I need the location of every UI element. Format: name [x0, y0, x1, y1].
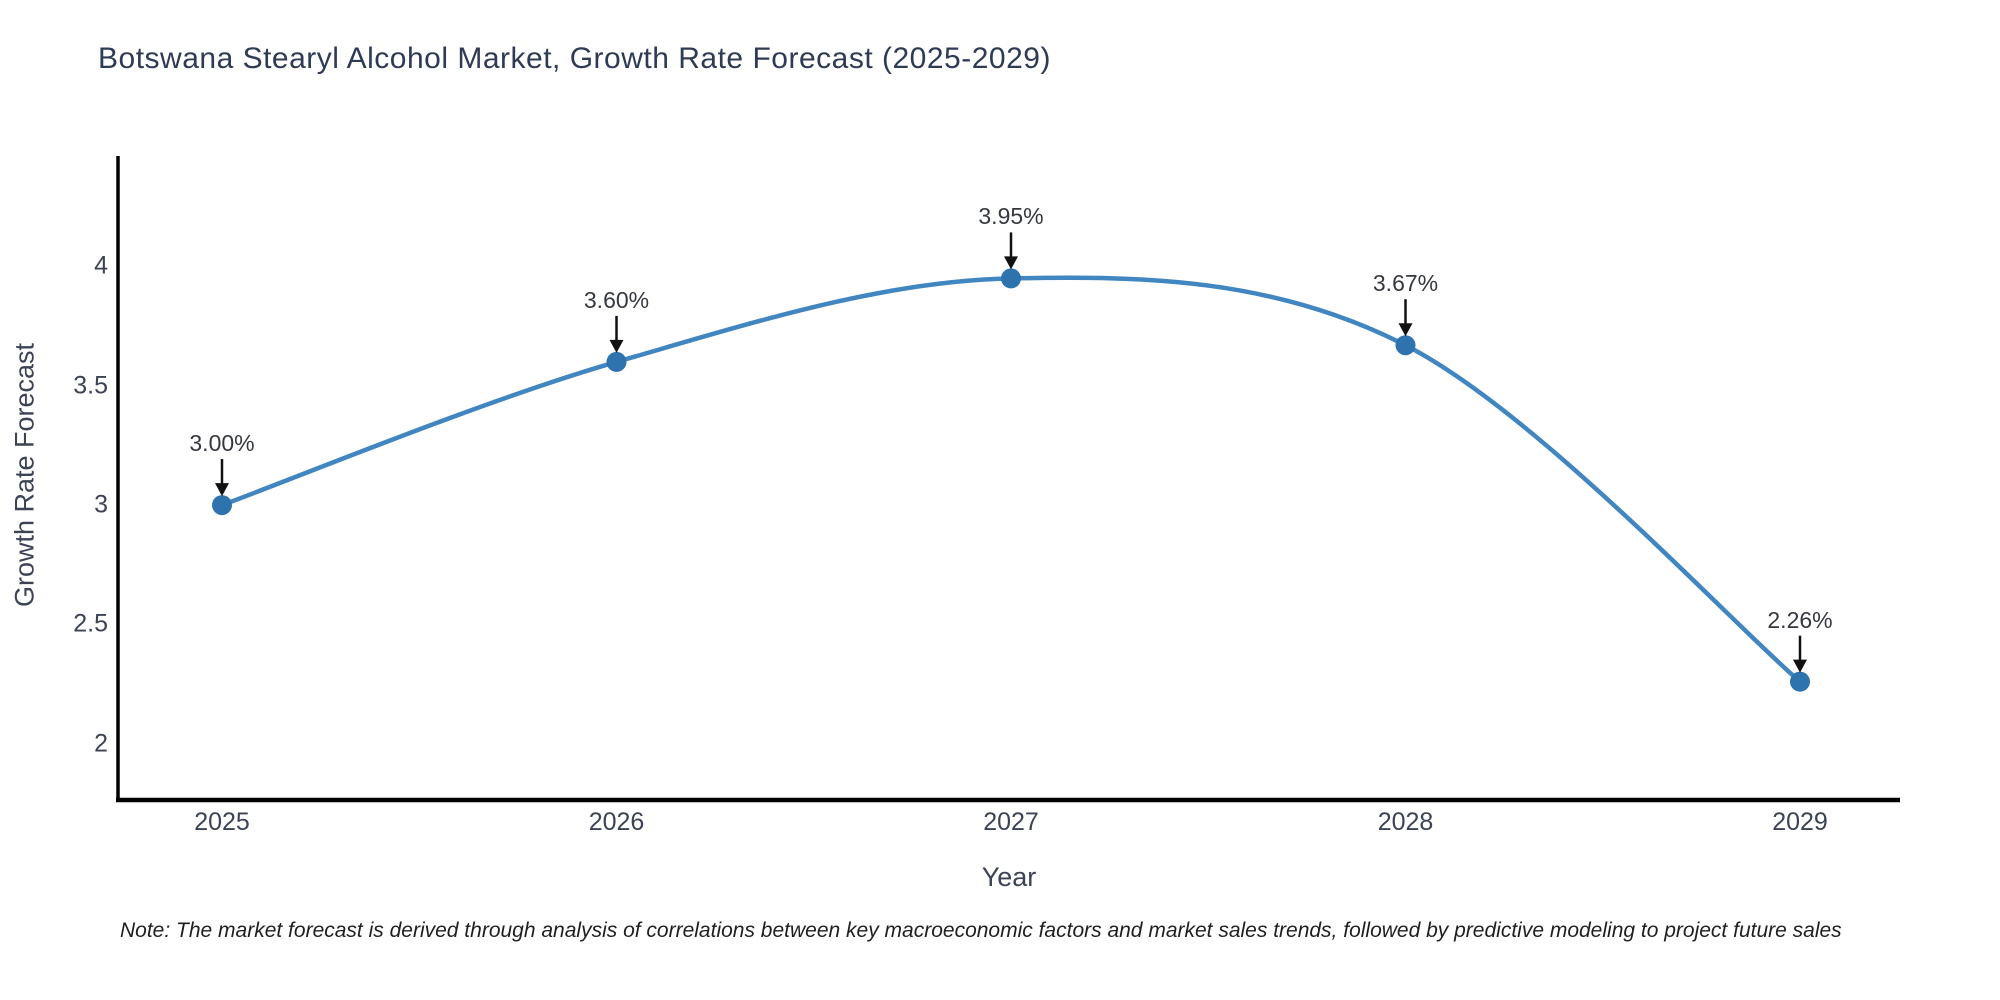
y-tick-label: 3 — [94, 490, 108, 519]
y-tick-label: 2 — [94, 729, 108, 758]
data-point-label: 3.95% — [978, 203, 1044, 230]
data-point-label: 3.60% — [583, 286, 650, 313]
chart-title: Botswana Stearyl Alcohol Market, Growth … — [98, 42, 1051, 75]
x-tick-label: 2027 — [983, 808, 1039, 836]
data-point-label: 3.67% — [1372, 270, 1439, 297]
x-tick-label: 2028 — [1377, 808, 1434, 836]
data-point-marker — [1001, 268, 1021, 289]
annotation-arrow-head — [1004, 256, 1018, 270]
data-point-marker — [1790, 671, 1810, 692]
annotation-arrow-head — [215, 483, 229, 497]
data-point-marker — [212, 495, 232, 516]
y-axis-title: Growth Rate Forecast — [9, 342, 40, 608]
data-point-label: 2.26% — [1767, 606, 1833, 633]
forecast-line — [219, 275, 1803, 684]
x-tick-label: 2026 — [588, 808, 645, 836]
data-point-marker — [606, 351, 627, 372]
data-point-label: 3.00% — [189, 430, 255, 457]
data-point-marker — [1395, 335, 1416, 356]
annotation-arrow-head — [1793, 659, 1807, 673]
annotation-arrow-head — [1398, 323, 1413, 337]
annotation-arrow-head — [609, 339, 624, 353]
x-tick-label: 2025 — [194, 808, 250, 836]
y-tick-label: 4 — [94, 251, 108, 280]
y-tick-label: 2.5 — [73, 609, 108, 638]
y-tick-label: 3.5 — [73, 371, 108, 400]
x-tick-label: 2029 — [1772, 808, 1828, 836]
footnote: Note: The market forecast is derived thr… — [120, 919, 1842, 942]
x-axis-title: Year — [981, 862, 1037, 892]
